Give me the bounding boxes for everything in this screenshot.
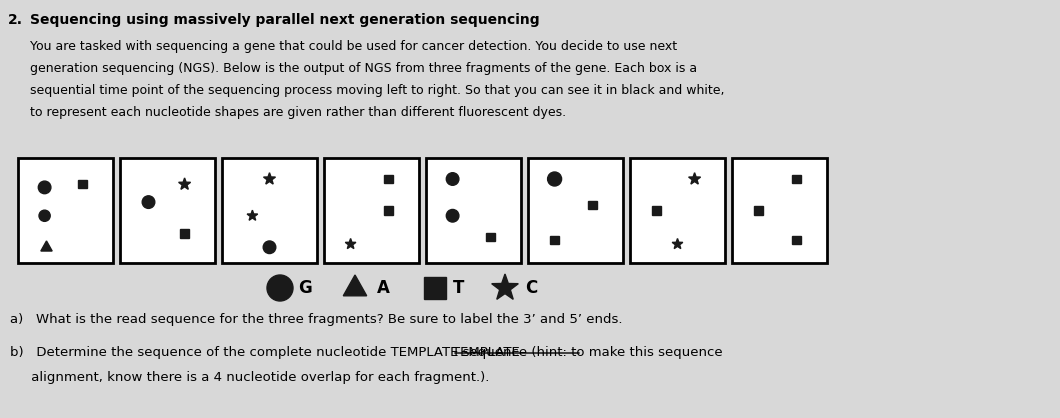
Text: A: A: [377, 279, 390, 297]
FancyBboxPatch shape: [630, 158, 725, 263]
Text: to represent each nucleotide shapes are given rather than different fluorescent : to represent each nucleotide shapes are …: [30, 106, 566, 119]
Text: Sequencing using massively parallel next generation sequencing: Sequencing using massively parallel next…: [30, 13, 540, 27]
Circle shape: [39, 210, 50, 222]
Polygon shape: [492, 274, 518, 299]
Text: G: G: [298, 279, 312, 297]
Circle shape: [267, 275, 293, 301]
Bar: [180, 229, 189, 238]
Bar: [755, 206, 763, 215]
Text: You are tasked with sequencing a gene that could be used for cancer detection. Y: You are tasked with sequencing a gene th…: [30, 40, 677, 53]
FancyBboxPatch shape: [528, 158, 623, 263]
Circle shape: [548, 172, 562, 186]
Bar: [653, 206, 660, 215]
Polygon shape: [41, 241, 52, 251]
Text: C: C: [525, 279, 537, 297]
Bar: [588, 201, 597, 209]
Text: generation sequencing (NGS). Below is the output of NGS from three fragments of : generation sequencing (NGS). Below is th…: [30, 62, 697, 75]
Text: alignment, know there is a 4 nucleotide overlap for each fragment.).: alignment, know there is a 4 nucleotide …: [10, 371, 490, 384]
FancyBboxPatch shape: [732, 158, 827, 263]
FancyBboxPatch shape: [18, 158, 113, 263]
FancyBboxPatch shape: [120, 158, 215, 263]
Circle shape: [446, 173, 459, 185]
Bar: [550, 236, 559, 244]
Polygon shape: [178, 178, 191, 189]
Text: TEMPLATE: TEMPLATE: [452, 346, 519, 359]
Bar: [424, 277, 446, 299]
Bar: [385, 175, 393, 183]
Polygon shape: [343, 275, 367, 296]
Bar: [793, 175, 800, 183]
Bar: [385, 206, 393, 215]
Text: 2.: 2.: [8, 13, 23, 27]
Polygon shape: [346, 239, 356, 249]
Polygon shape: [689, 173, 701, 184]
Polygon shape: [672, 239, 683, 249]
Bar: [487, 232, 495, 241]
FancyBboxPatch shape: [426, 158, 522, 263]
Circle shape: [446, 209, 459, 222]
Polygon shape: [247, 210, 258, 220]
Bar: [78, 180, 87, 189]
Text: T: T: [453, 279, 464, 297]
Circle shape: [38, 181, 51, 194]
Text: a)   What is the read sequence for the three fragments? Be sure to label the 3’ : a) What is the read sequence for the thr…: [10, 313, 622, 326]
FancyBboxPatch shape: [324, 158, 419, 263]
Bar: [793, 236, 800, 244]
FancyBboxPatch shape: [222, 158, 317, 263]
Text: b)   Determine the sequence of the complete nucleotide TEMPLATE sequence (hint: : b) Determine the sequence of the complet…: [10, 346, 723, 359]
Text: sequential time point of the sequencing process moving left to right. So that yo: sequential time point of the sequencing …: [30, 84, 724, 97]
Polygon shape: [264, 173, 276, 184]
Circle shape: [263, 241, 276, 254]
Circle shape: [142, 196, 155, 209]
